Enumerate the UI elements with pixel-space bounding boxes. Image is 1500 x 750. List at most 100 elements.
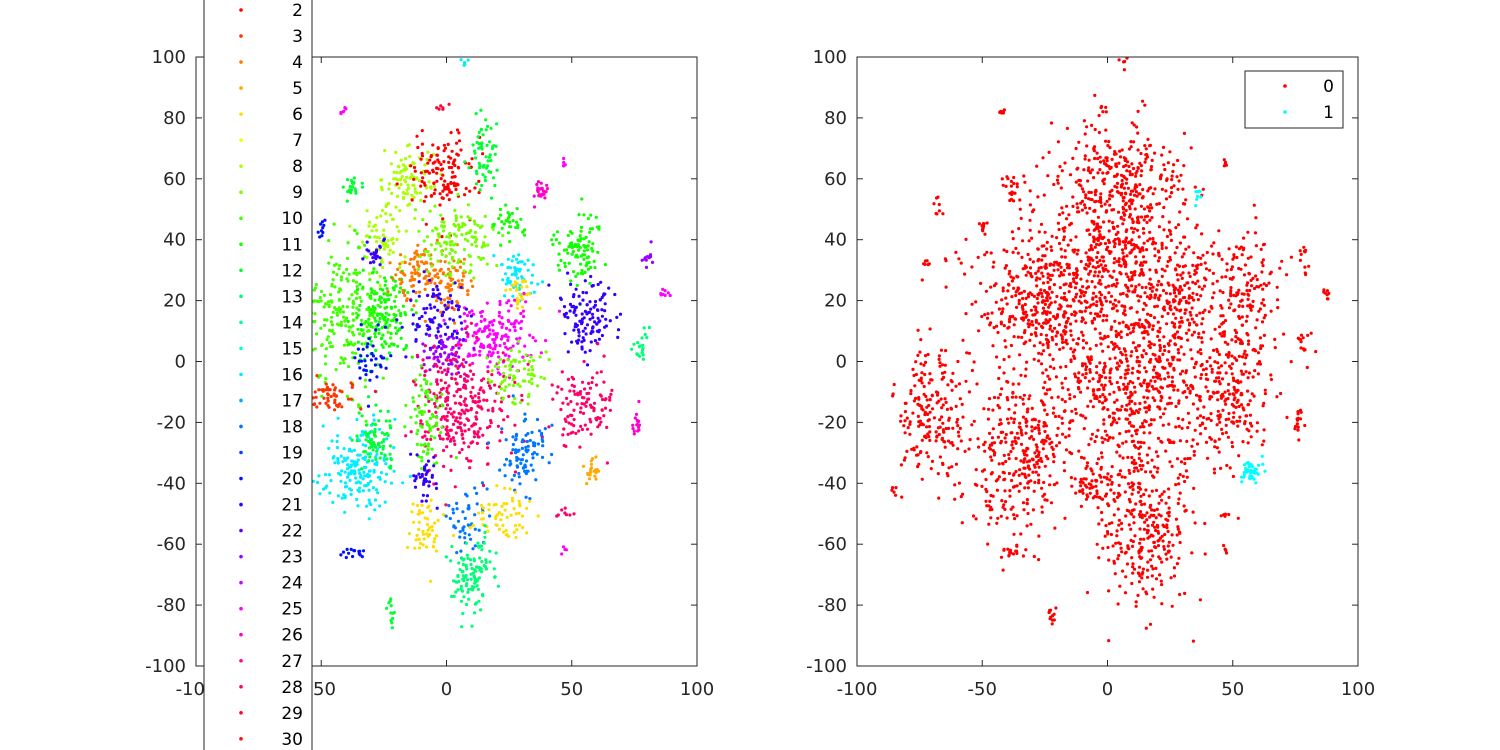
data-point [440, 220, 444, 224]
data-point [448, 232, 452, 236]
data-point [1067, 213, 1071, 217]
data-point [1082, 294, 1086, 298]
data-point [566, 316, 570, 320]
data-point [347, 551, 351, 555]
data-point [477, 142, 481, 146]
data-point [349, 492, 353, 496]
data-point [1084, 306, 1088, 310]
data-point [1124, 391, 1128, 395]
data-point [342, 109, 346, 113]
data-point [395, 225, 399, 229]
data-point [569, 431, 573, 435]
data-point [503, 294, 507, 298]
data-point [417, 274, 421, 278]
data-point [1069, 329, 1073, 333]
data-point [439, 213, 443, 217]
data-point [427, 480, 432, 484]
data-point [959, 261, 963, 265]
data-point [566, 233, 570, 238]
data-point [415, 249, 419, 253]
data-point [483, 318, 487, 322]
data-point [526, 444, 530, 448]
data-point [1122, 211, 1126, 215]
data-point [1074, 319, 1078, 323]
data-point [640, 336, 644, 340]
data-point [602, 354, 606, 358]
data-point [478, 164, 482, 168]
data-point [1105, 433, 1109, 437]
data-point [413, 546, 417, 550]
data-point [338, 402, 342, 406]
data-point [384, 472, 389, 476]
data-point [439, 259, 443, 263]
data-point [561, 433, 565, 437]
data-point [1131, 341, 1135, 345]
data-point [365, 255, 369, 260]
data-point [1086, 404, 1090, 408]
data-point [336, 494, 340, 498]
data-point [1055, 313, 1060, 317]
data-point [420, 314, 424, 319]
data-point [1077, 449, 1081, 453]
data-point [466, 335, 470, 339]
legend-marker [239, 164, 243, 168]
data-point [504, 288, 508, 292]
data-point [469, 263, 473, 267]
left-cluster-16 [432, 291, 562, 380]
data-point [555, 230, 560, 234]
data-point [448, 358, 452, 362]
data-point [526, 432, 530, 436]
data-point [428, 158, 432, 162]
data-point [357, 438, 362, 443]
data-point [503, 272, 508, 276]
data-point [375, 291, 379, 295]
data-point [335, 311, 339, 316]
data-point [1088, 232, 1092, 237]
data-point [483, 178, 487, 183]
legend-marker [239, 294, 243, 299]
legend-label: 5 [292, 79, 303, 99]
data-point [1163, 269, 1167, 273]
data-point [565, 248, 569, 252]
data-point [373, 427, 377, 432]
data-point [513, 396, 517, 401]
data-point [481, 433, 485, 437]
data-point [388, 323, 392, 327]
data-point [1073, 372, 1077, 376]
data-point [429, 243, 433, 247]
data-point [1176, 348, 1180, 352]
data-point [1170, 375, 1174, 379]
data-point [462, 274, 466, 278]
data-point [410, 198, 414, 202]
data-point [1084, 262, 1088, 267]
data-point [1087, 359, 1091, 363]
data-point [983, 253, 987, 257]
data-point [584, 291, 589, 295]
data-point [445, 386, 449, 390]
data-point [1028, 189, 1032, 193]
data-point [352, 302, 356, 306]
data-point [1148, 237, 1152, 241]
data-point [355, 306, 359, 310]
data-point [1190, 333, 1194, 337]
data-point [609, 392, 613, 396]
data-point [479, 345, 483, 349]
data-point [471, 334, 475, 338]
data-point [477, 599, 481, 603]
data-point [550, 452, 554, 457]
data-point [433, 188, 437, 192]
data-point [1139, 459, 1143, 463]
data-point [482, 398, 486, 402]
data-point [1080, 316, 1084, 320]
data-point [409, 278, 413, 282]
data-point [425, 157, 429, 162]
data-point [1130, 424, 1134, 428]
data-point [449, 131, 453, 135]
data-point [577, 239, 581, 243]
data-point [1103, 336, 1107, 340]
data-point [497, 355, 501, 359]
data-point [1124, 357, 1129, 361]
data-point [320, 343, 324, 348]
data-point [337, 267, 341, 271]
data-point [505, 515, 509, 520]
